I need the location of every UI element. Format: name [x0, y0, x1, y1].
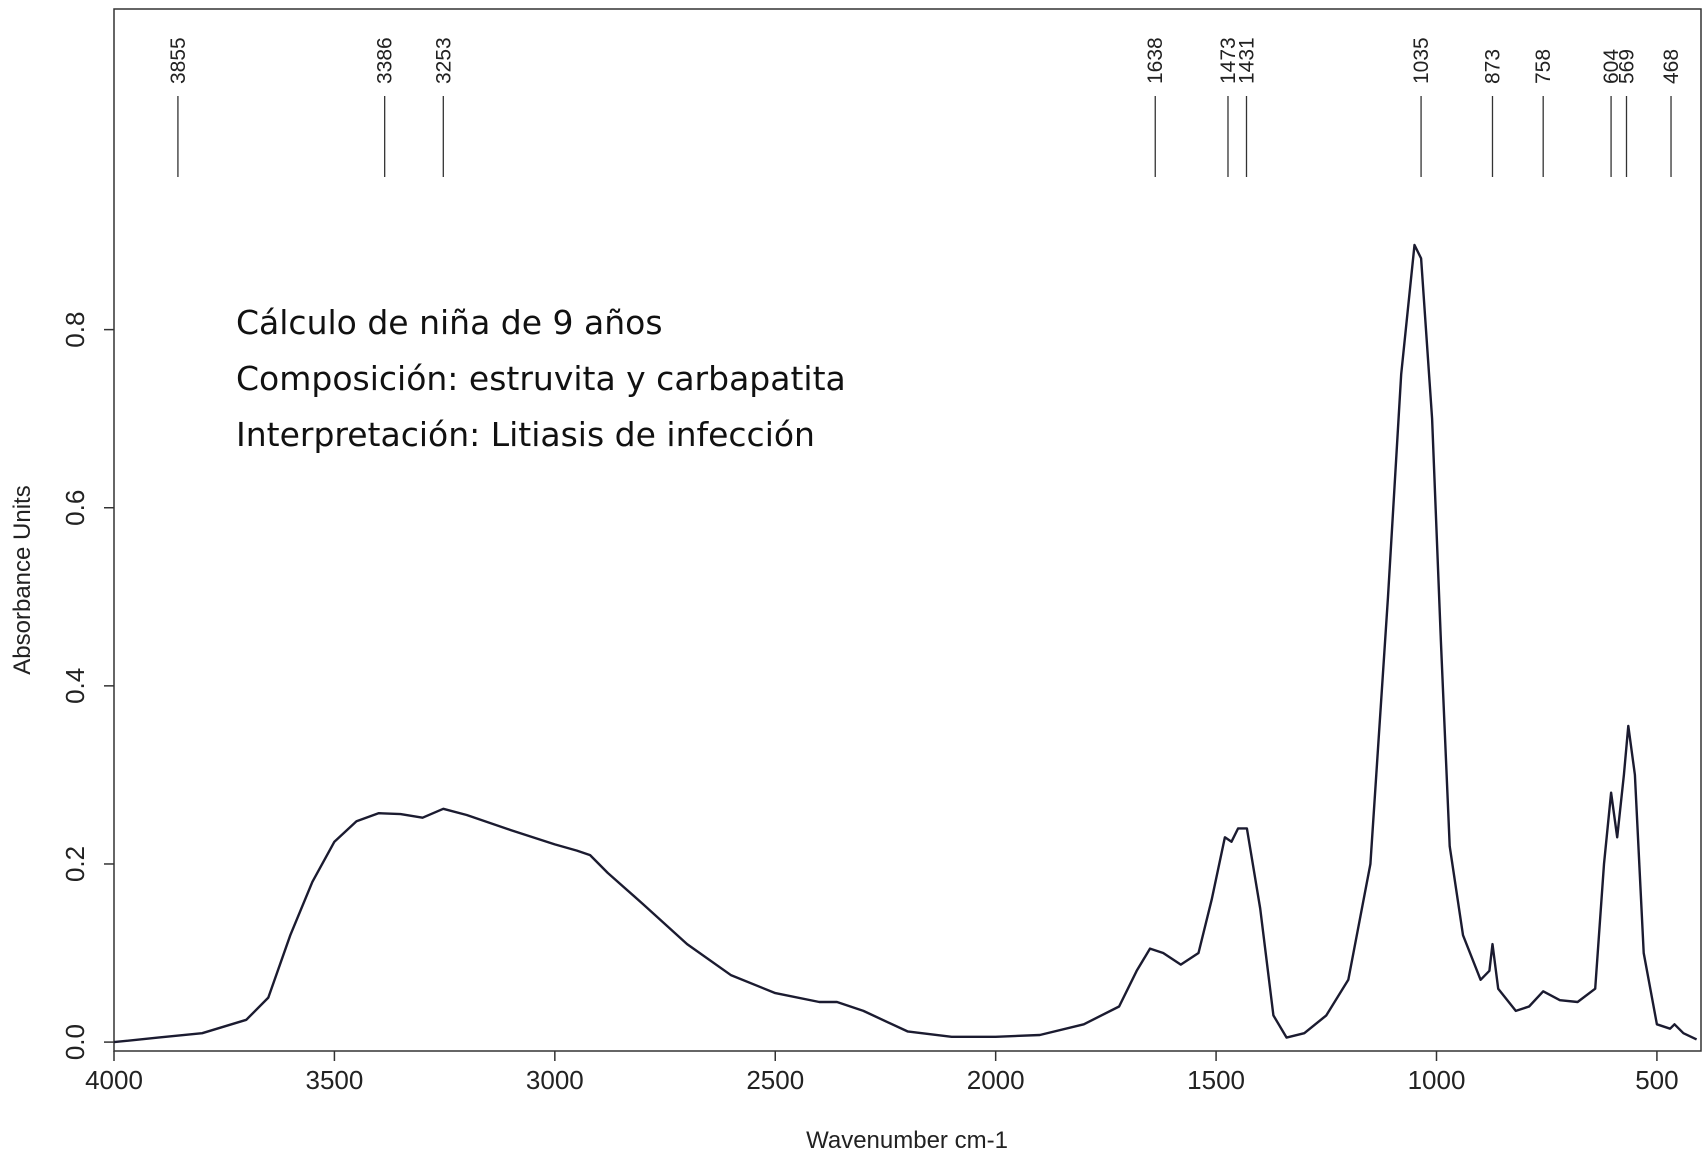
- peak-label: 3253: [432, 37, 455, 84]
- y-tick-label: 0.6: [60, 490, 90, 526]
- x-tick-label: 500: [1635, 1065, 1678, 1095]
- y-tick-label: 0.4: [60, 668, 90, 704]
- peak-label: 3855: [167, 37, 190, 84]
- peak-label: 1473: [1217, 37, 1240, 84]
- x-tick-label: 3000: [526, 1065, 584, 1095]
- y-tick-label: 0.2: [60, 846, 90, 882]
- y-tick-label: 0.8: [60, 312, 90, 348]
- annotation: Interpretación: Litiasis de infección: [236, 415, 815, 454]
- spectrum-line: [113, 243, 1698, 1044]
- peak-label: 1638: [1144, 37, 1167, 84]
- peak-label: 468: [1660, 49, 1683, 84]
- x-tick-label: 1000: [1408, 1065, 1466, 1095]
- x-tick-label: 2500: [746, 1065, 804, 1095]
- peak-label: 873: [1481, 49, 1504, 84]
- peak-label: 758: [1532, 49, 1555, 84]
- y-tick-label: 0.0: [60, 1024, 90, 1060]
- peak-label: 569: [1615, 49, 1638, 84]
- x-tick-label: 4000: [85, 1065, 143, 1095]
- annotation: Composición: estruvita y carbapatita: [236, 359, 846, 398]
- x-tick-label: 1500: [1187, 1065, 1245, 1095]
- x-tick-label: 2000: [967, 1065, 1025, 1095]
- x-tick-label: 3500: [305, 1065, 363, 1095]
- peak-label: 3386: [374, 37, 397, 84]
- annotation: Cálculo de niña de 9 años: [236, 303, 663, 342]
- peak-label: 1431: [1236, 37, 1259, 84]
- plot-frame: [113, 8, 1702, 1052]
- peak-label: 604: [1600, 49, 1623, 84]
- peak-label: 1035: [1410, 37, 1433, 84]
- x-axis-label: Wavenumber cm-1: [806, 1127, 1008, 1154]
- y-axis-label: Absorbance Units: [9, 485, 36, 674]
